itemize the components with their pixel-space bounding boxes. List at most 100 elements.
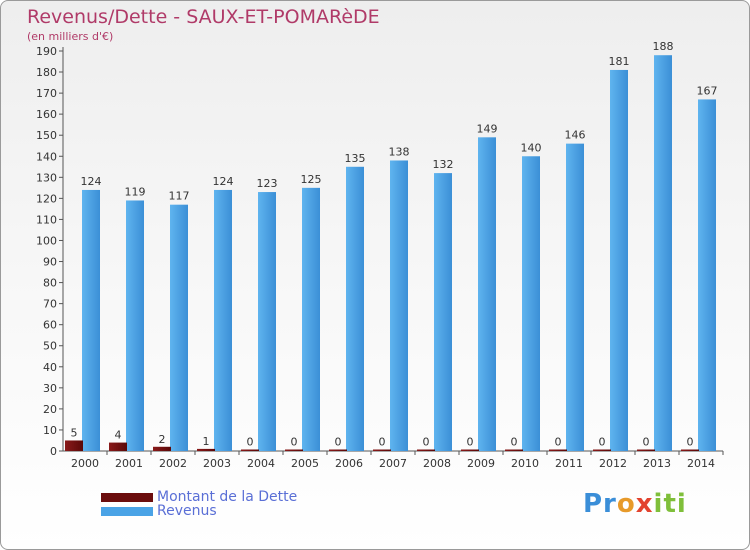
bar-debt — [109, 442, 127, 451]
y-tick-label: 100 — [36, 234, 57, 247]
x-tick-label: 2004 — [247, 457, 275, 470]
data-label-revenue: 125 — [301, 173, 322, 186]
bar-debt — [153, 446, 171, 451]
y-tick-label: 90 — [43, 256, 57, 269]
y-tick-label: 120 — [36, 192, 57, 205]
y-tick-label: 30 — [43, 382, 57, 395]
bar-debt — [637, 449, 655, 451]
bar-debt — [505, 449, 523, 451]
data-label-revenue: 181 — [609, 55, 630, 68]
y-tick-label: 40 — [43, 361, 57, 374]
data-label-revenue: 132 — [433, 158, 454, 171]
data-label-revenue: 117 — [169, 190, 190, 203]
data-label-revenue: 119 — [125, 185, 146, 198]
data-label-debt: 0 — [423, 436, 430, 449]
y-tick-label: 160 — [36, 108, 57, 121]
bar-revenue — [522, 156, 540, 451]
data-label-revenue: 140 — [521, 141, 542, 154]
data-label-debt: 2 — [159, 433, 166, 446]
data-label-debt: 0 — [511, 436, 518, 449]
data-label-revenue: 138 — [389, 145, 410, 158]
bar-debt — [197, 448, 215, 451]
data-label-debt: 0 — [687, 436, 694, 449]
x-tick-label: 2011 — [555, 457, 583, 470]
bar-debt — [681, 449, 699, 451]
x-tick-label: 2002 — [159, 457, 187, 470]
bar-revenue — [566, 143, 584, 451]
y-tick-label: 170 — [36, 87, 57, 100]
y-tick-label: 10 — [43, 424, 57, 437]
legend-label-debt: Montant de la Dette — [157, 489, 298, 505]
y-tick-label: 190 — [36, 45, 57, 58]
bar-debt — [417, 449, 435, 451]
data-label-revenue: 146 — [565, 129, 586, 142]
y-tick-label: 110 — [36, 213, 57, 226]
bar-debt — [461, 449, 479, 451]
bar-revenue — [478, 137, 496, 451]
bar-debt — [593, 449, 611, 451]
bar-debt — [65, 440, 83, 451]
bar-debt — [241, 449, 259, 451]
data-label-debt: 0 — [291, 436, 298, 449]
x-tick-label: 2005 — [291, 457, 319, 470]
data-label-debt: 0 — [247, 436, 254, 449]
data-label-revenue: 124 — [213, 175, 234, 188]
bar-revenue — [126, 200, 144, 451]
bar-revenue — [82, 189, 100, 451]
data-label-debt: 0 — [467, 436, 474, 449]
x-tick-label: 2013 — [643, 457, 671, 470]
data-label-revenue: 135 — [345, 152, 366, 165]
bar-revenue — [346, 166, 364, 451]
x-tick-label: 2008 — [423, 457, 451, 470]
y-tick-label: 150 — [36, 129, 57, 142]
x-tick-label: 2001 — [115, 457, 143, 470]
x-tick-label: 2010 — [511, 457, 539, 470]
data-label-debt: 0 — [643, 436, 650, 449]
data-label-revenue: 123 — [257, 177, 278, 190]
data-label-debt: 5 — [71, 426, 78, 439]
legend-label-revenue: Revenus — [157, 503, 217, 519]
y-tick-label: 20 — [43, 403, 57, 416]
data-label-revenue: 167 — [697, 84, 718, 97]
x-tick-label: 2012 — [599, 457, 627, 470]
legend-swatch-revenue — [101, 507, 153, 516]
bar-debt — [285, 449, 303, 451]
bar-revenue — [698, 99, 716, 451]
bar-debt — [549, 449, 567, 451]
bar-revenue — [390, 160, 408, 451]
data-label-debt: 0 — [379, 436, 386, 449]
x-tick-label: 2000 — [71, 457, 99, 470]
legend-swatch-debt — [101, 493, 153, 502]
bar-revenue — [170, 204, 188, 451]
y-tick-label: 80 — [43, 277, 57, 290]
bar-revenue — [654, 55, 672, 452]
proxiti-logo: Proxiti — [583, 489, 687, 519]
y-tick-label: 60 — [43, 319, 57, 332]
bar-debt — [373, 449, 391, 451]
y-tick-label: 180 — [36, 66, 57, 79]
bar-debt — [329, 449, 347, 451]
bar-revenue — [258, 192, 276, 452]
x-tick-label: 2007 — [379, 457, 407, 470]
x-tick-label: 2006 — [335, 457, 363, 470]
y-tick-label: 70 — [43, 298, 57, 311]
bar-revenue — [610, 69, 628, 452]
bar-revenue — [302, 187, 320, 451]
y-tick-label: 140 — [36, 150, 57, 163]
x-tick-label: 2014 — [687, 457, 715, 470]
data-label-debt: 4 — [115, 429, 122, 442]
y-tick-label: 0 — [50, 445, 57, 458]
data-label-debt: 0 — [599, 436, 606, 449]
data-label-revenue: 188 — [653, 40, 674, 53]
chart-title: Revenus/Dette - SAUX-ET-POMARèDE — [27, 6, 380, 28]
data-label-revenue: 149 — [477, 122, 498, 135]
x-tick-label: 2003 — [203, 457, 231, 470]
y-tick-label: 50 — [43, 340, 57, 353]
bar-revenue — [214, 189, 232, 451]
x-tick-label: 2009 — [467, 457, 495, 470]
data-label-debt: 1 — [203, 435, 210, 448]
chart-subtitle: (en milliers d'€) — [27, 30, 114, 43]
data-label-revenue: 124 — [81, 175, 102, 188]
data-label-debt: 0 — [555, 436, 562, 449]
